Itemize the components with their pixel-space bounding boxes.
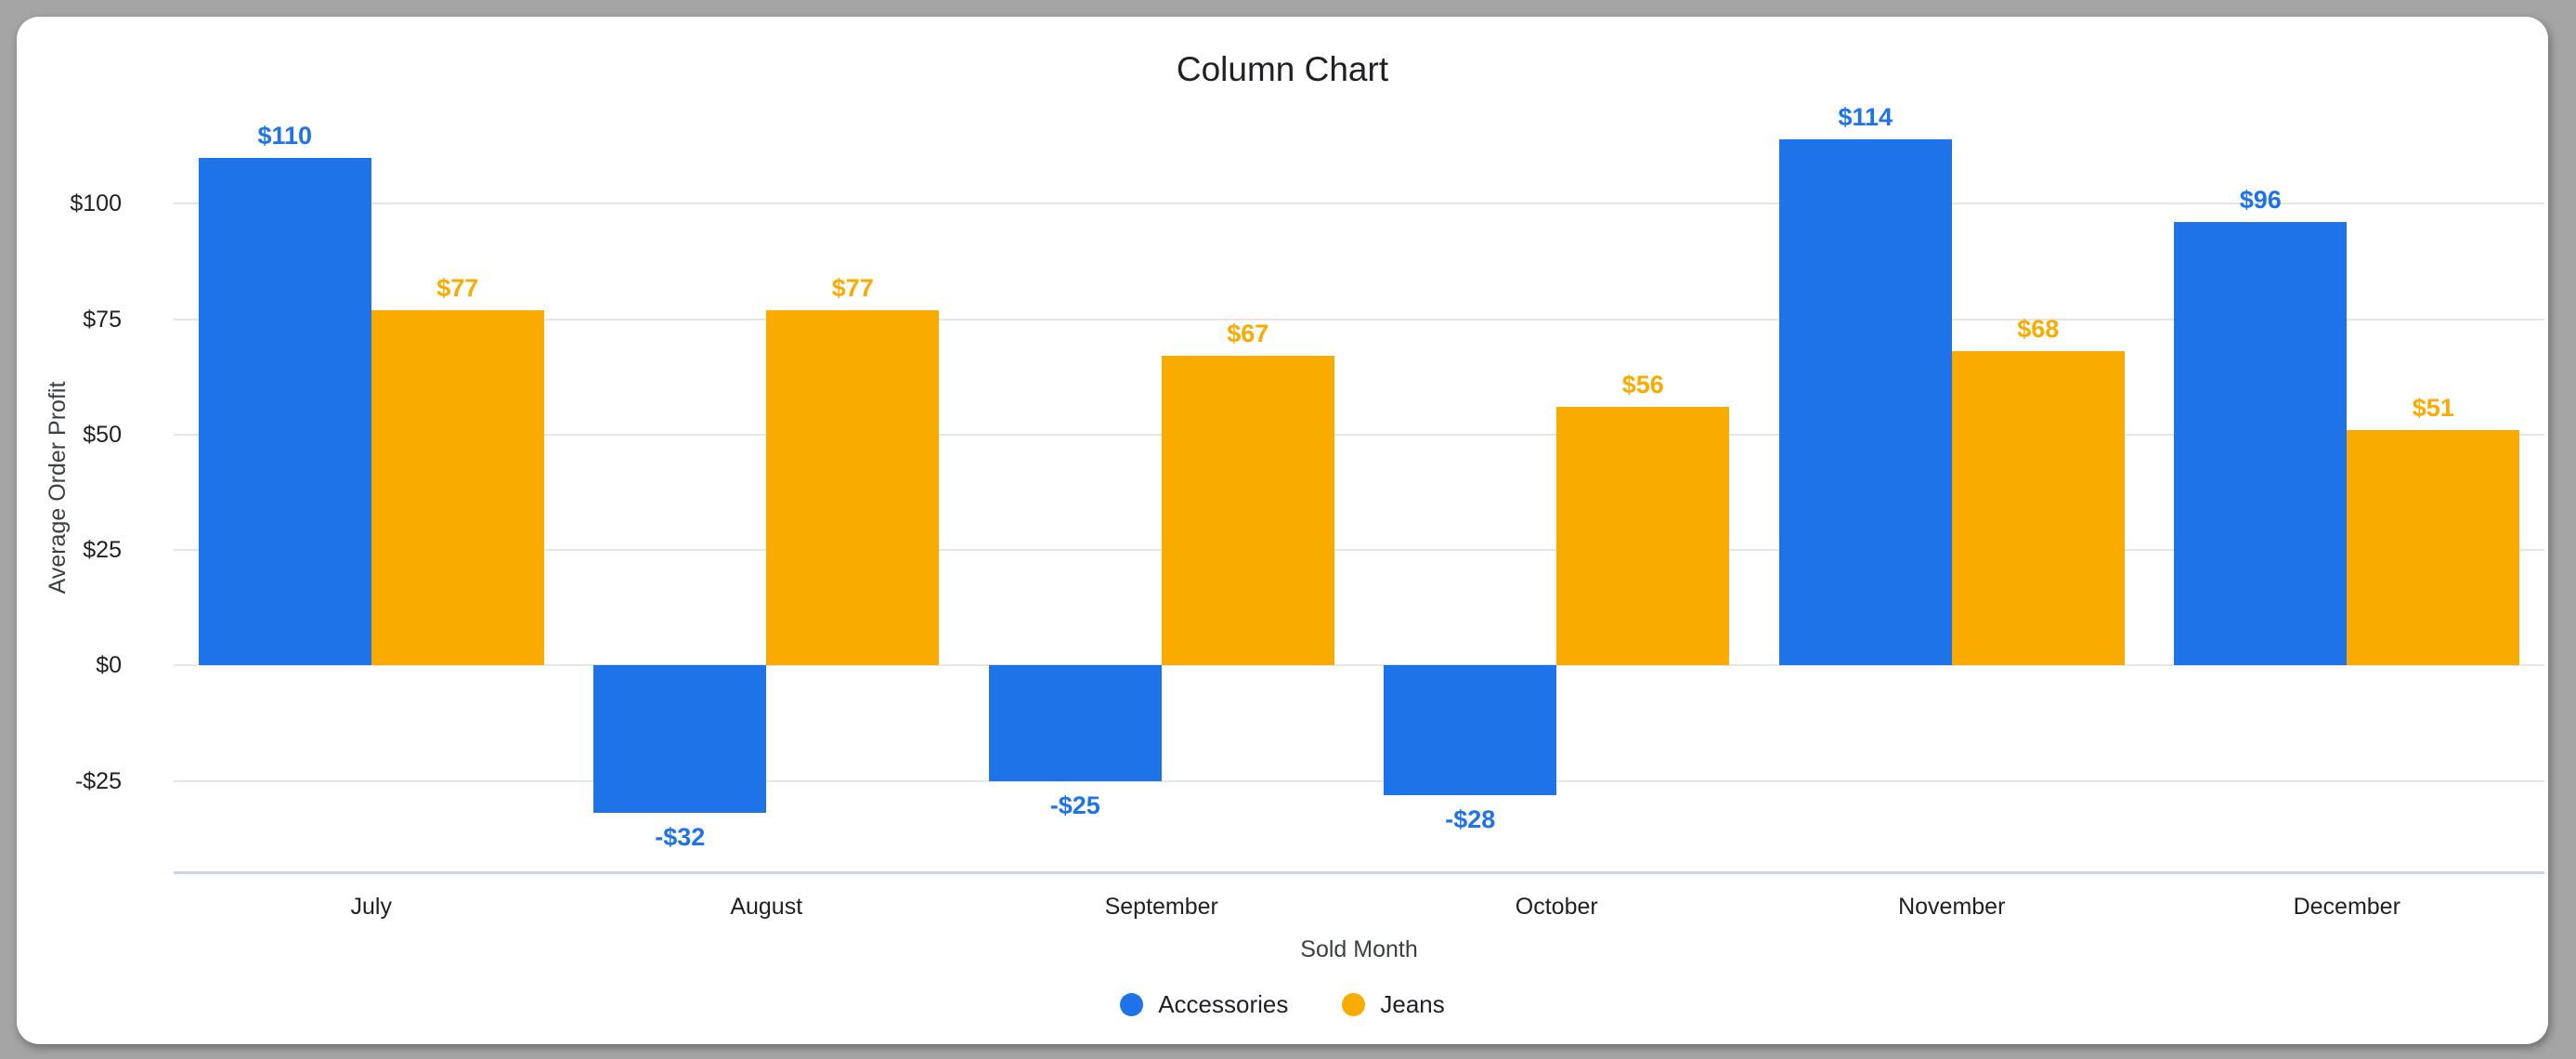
gridline-0: [174, 664, 2544, 667]
bar-jeans-december[interactable]: [2347, 429, 2520, 666]
gridline-25: [174, 549, 2544, 552]
bar-label-accessories-october: -$28: [1445, 804, 1496, 833]
y-tick-label-0: $0: [96, 652, 122, 679]
plot-area: $100 $75 $50 $25 $0 -$25 $110 -$32 -$25 -$28 $114 $…: [17, 17, 2548, 1044]
y-axis-title: Average Order Profit: [45, 381, 71, 595]
x-tick-label-august: August: [730, 894, 803, 920]
bar-jeans-september[interactable]: [1161, 356, 1334, 666]
bar-accessories-september[interactable]: [988, 665, 1162, 781]
bar-label-jeans-december: $51: [2412, 393, 2454, 422]
x-tick-label-september: September: [1104, 894, 1218, 920]
bar-accessories-july[interactable]: [198, 157, 371, 666]
gridline-100: [174, 203, 2544, 205]
bar-label-jeans-october: $56: [1621, 371, 1664, 399]
bar-jeans-august[interactable]: [766, 309, 940, 666]
bar-label-accessories-november: $114: [1838, 102, 1893, 131]
legend-item-jeans[interactable]: Jeans: [1342, 990, 1445, 1019]
bar-accessories-november[interactable]: [1778, 138, 1952, 666]
x-tick-label-october: October: [1515, 894, 1598, 920]
x-tick-label-july: July: [350, 894, 392, 920]
bar-label-accessories-september: -$25: [1049, 791, 1100, 819]
bar-jeans-november[interactable]: [1951, 351, 2125, 666]
legend: Accessories Jeans: [17, 990, 2548, 1019]
chart-title: Column Chart: [1176, 50, 1389, 88]
legend-label-jeans: Jeans: [1380, 990, 1445, 1018]
y-tick-label-25: $25: [83, 537, 122, 564]
y-tick-label-75: $75: [83, 306, 122, 333]
x-axis-title: Sold Month: [1300, 936, 1418, 962]
legend-item-accessories[interactable]: Accessories: [1120, 990, 1288, 1019]
bar-label-accessories-december: $96: [2239, 186, 2282, 215]
bar-label-jeans-september: $67: [1227, 320, 1269, 348]
x-axis-line: [174, 871, 2544, 874]
bar-accessories-october[interactable]: [1384, 665, 1557, 795]
chart-card: Column Chart $100 $75 $50 $25 $0 -$25 $110 -$32…: [17, 17, 2548, 1044]
gridline-50: [174, 433, 2544, 436]
bar-label-jeans-august: $77: [831, 273, 874, 302]
legend-swatch-accessories: [1120, 993, 1144, 1016]
gridline--25: [174, 779, 2544, 782]
bar-accessories-december[interactable]: [2174, 222, 2348, 666]
legend-label-accessories: Accessories: [1158, 990, 1289, 1018]
y-tick-label-50: $50: [83, 421, 122, 448]
x-tick-label-november: November: [1898, 894, 2006, 920]
y-tick-label-100: $100: [70, 190, 122, 217]
bar-label-jeans-july: $77: [436, 273, 479, 302]
legend-swatch-jeans: [1342, 993, 1366, 1016]
gridline-75: [174, 318, 2544, 320]
x-tick-label-december: December: [2293, 894, 2400, 920]
bar-accessories-august[interactable]: [593, 665, 767, 814]
bar-label-accessories-july: $110: [257, 121, 313, 150]
bar-jeans-july[interactable]: [371, 309, 544, 666]
bar-label-accessories-august: -$32: [655, 823, 706, 852]
y-tick-label--25: -$25: [74, 767, 122, 794]
bar-label-jeans-november: $68: [2017, 315, 2060, 344]
bar-jeans-october[interactable]: [1556, 407, 1730, 666]
